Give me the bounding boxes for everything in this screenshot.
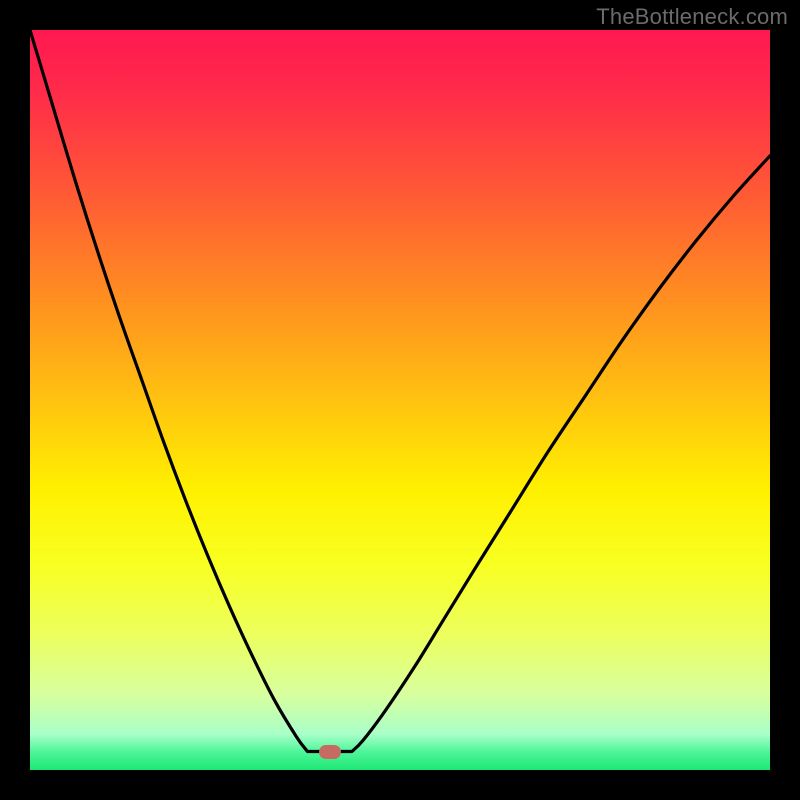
chart-container: TheBottleneck.com (0, 0, 800, 800)
optimal-point-marker (319, 745, 341, 759)
plot-area (30, 30, 770, 770)
gradient-rect (30, 30, 770, 770)
watermark-text: TheBottleneck.com (596, 4, 788, 30)
gradient-background (30, 30, 770, 770)
